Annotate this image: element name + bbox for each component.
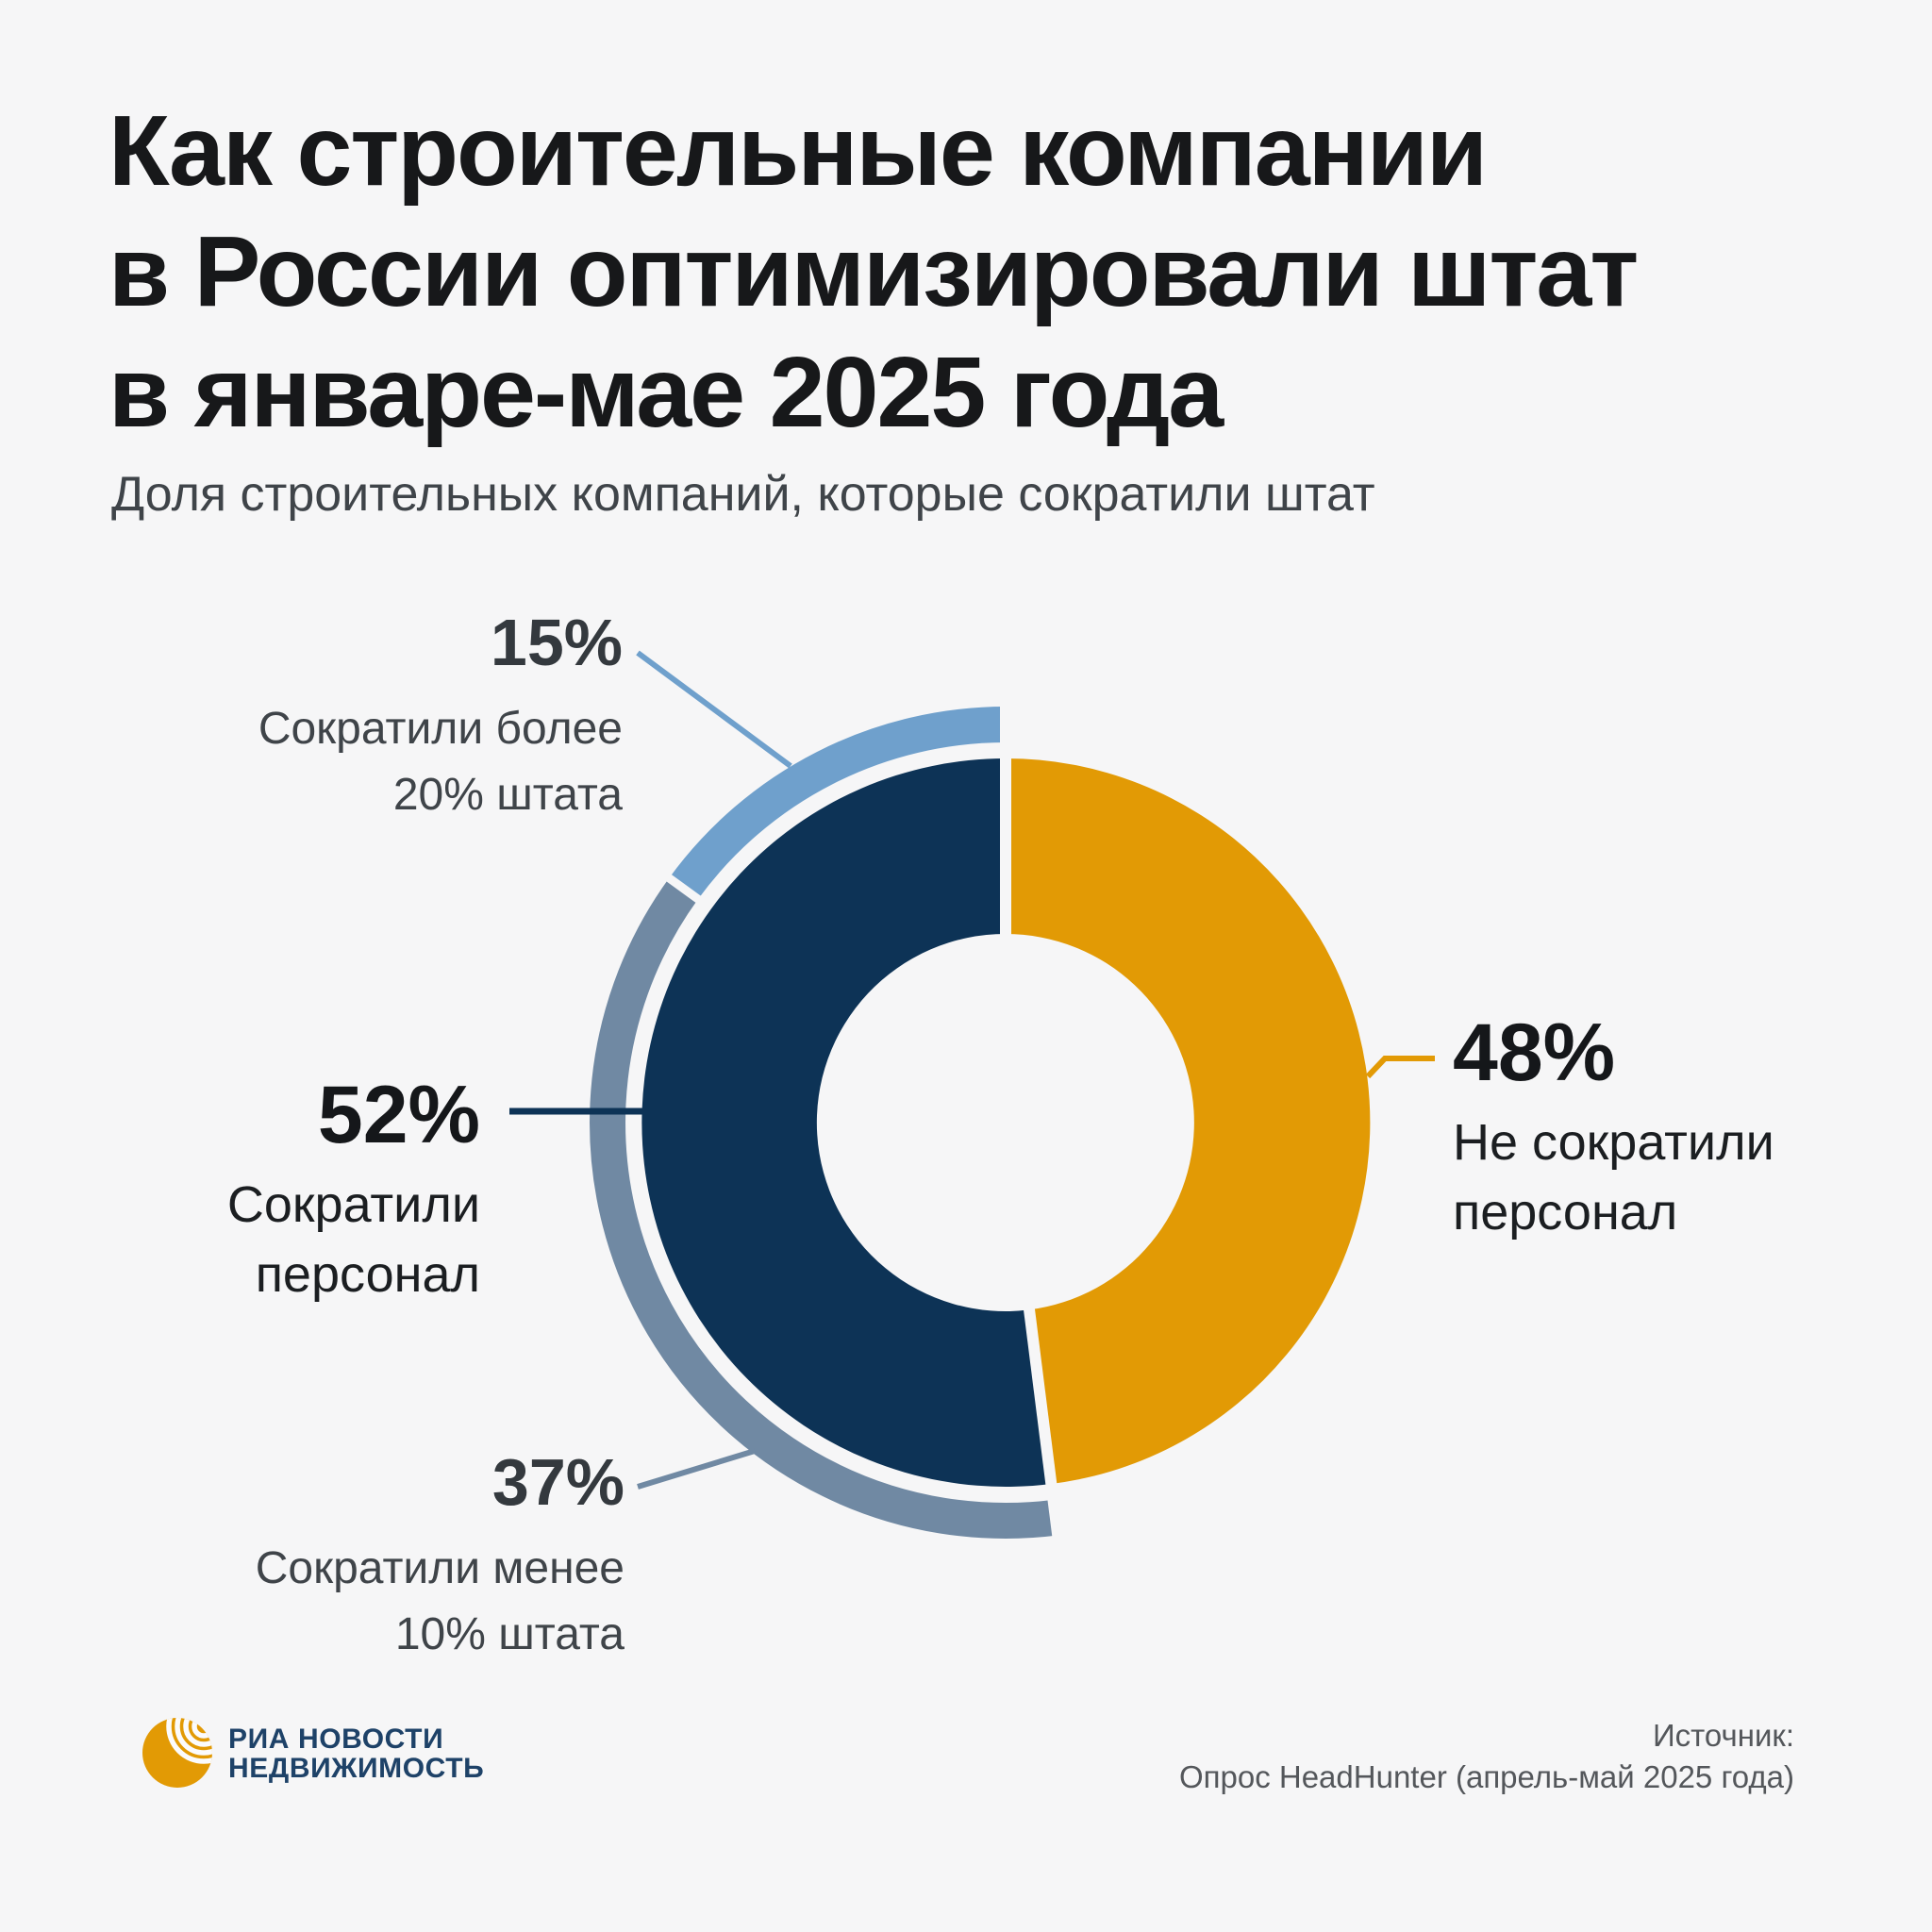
source-text: Опрос HeadHunter (апрель-май 2025 года) — [1178, 1759, 1794, 1794]
callout-label: Сократили менее 10% штата — [255, 1543, 625, 1659]
title-line-2: в России оптимизировали штат — [108, 216, 1639, 327]
source-label: Источник: — [1652, 1718, 1794, 1753]
callout-not-cut: 48% Не сократили персонал — [1453, 1009, 1774, 1247]
callout-pct: 15% — [490, 606, 623, 679]
segment-cut-staff — [641, 758, 1052, 1487]
source-note: Источник: Опрос HeadHunter (апрель-май 2… — [1179, 1715, 1794, 1798]
callout-cut-less-10: 37% Сократили менее 10% штата — [256, 1445, 625, 1668]
leader-line-cut-less-10 — [637, 1448, 756, 1490]
page-title: Как строительные компании в России оптим… — [108, 91, 1639, 453]
callout-label: Сократили более 20% штата — [258, 704, 623, 820]
segment-not-cut — [1006, 758, 1371, 1484]
segment-separator — [1023, 1303, 1065, 1543]
callout-cut-staff: 52% Сократили персонал — [227, 1072, 480, 1309]
chart-subtitle: Доля строительных компаний, которые сокр… — [111, 467, 1375, 522]
title-line-1: Как строительные компании — [108, 95, 1488, 207]
callout-pct: 52% — [317, 1070, 480, 1160]
callout-cut-more-20: 15% Сократили более 20% штата — [258, 606, 623, 828]
leader-line-cut-more-20 — [636, 650, 792, 769]
callout-pct: 48% — [1453, 1008, 1616, 1098]
ring-arc-cut-less-10 — [590, 877, 1058, 1540]
logo-wordmark: РИА НОВОСТИ НЕДВИЖИМОСТЬ — [228, 1724, 485, 1784]
leader-line-not-cut — [1365, 1056, 1435, 1079]
segment-separator — [660, 871, 707, 907]
callout-pct: 37% — [491, 1445, 625, 1519]
title-line-3: в январе-мае 2025 года — [108, 337, 1224, 448]
callout-label: Не сократили персонал — [1453, 1114, 1774, 1241]
ring-arc-cut-more-20 — [669, 707, 1007, 900]
ria-novosti-logo-icon — [142, 1718, 212, 1788]
callout-label: Сократили персонал — [226, 1176, 480, 1303]
